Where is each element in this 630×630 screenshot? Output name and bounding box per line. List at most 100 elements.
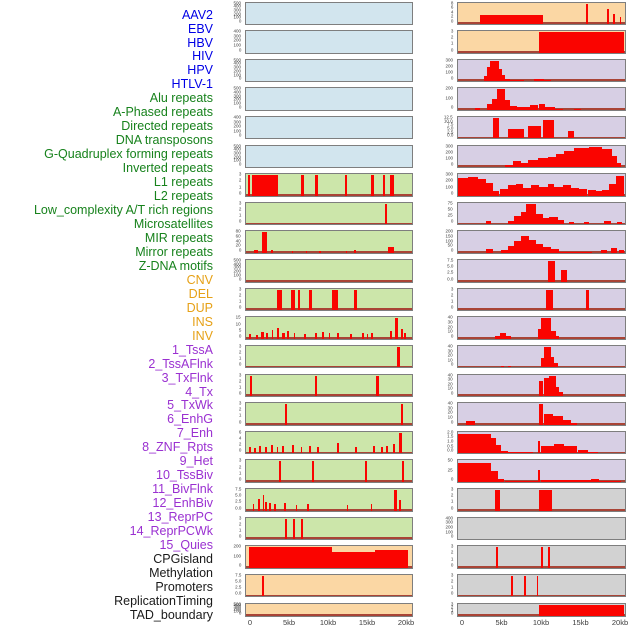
x-tick-label: 0 [459,617,465,627]
signal-baseline [246,308,412,311]
y-tick-label: 100 [445,529,453,535]
signal-bar [560,270,568,282]
signal-bar [249,547,332,568]
y-tick-label: 400 [233,4,241,9]
y-tick-label: 0 [450,162,453,167]
y-axis-ticks: 15 10 5 0 [215,316,243,340]
track-label: AAV2 [181,7,213,22]
signal-baseline [246,451,412,454]
track-panel [457,87,626,111]
signal-bar [328,332,331,339]
signal-bar [492,117,500,139]
signal-bar [537,157,548,168]
signal-bar [492,190,500,196]
signal-bar [617,222,623,225]
y-tick-label: 10 [447,358,453,363]
y-tick-label: 10 [447,329,453,334]
signal-baseline [246,279,412,282]
track-label: HPV [187,63,213,78]
x-axis-left: 0 5kb 10kb 15kb 20kb [0,618,630,630]
signal-bar [554,444,565,454]
signal-baseline [246,613,412,616]
y-tick-label: 300 [233,8,241,13]
signal-bar [544,377,550,397]
signal-bar [308,289,312,311]
y-tick-label: 100 [233,101,241,106]
track-panel [245,430,413,455]
signal-bar [259,446,262,454]
signal-bar [373,446,375,454]
y-tick-label: 5.0 [446,264,453,270]
signal-bar [371,332,374,339]
signal-bar [458,434,492,454]
signal-bar [295,505,297,511]
signal-bar [392,444,396,454]
x-tick-label: 15kb [572,617,589,627]
signal-bar [584,221,590,225]
y-tick-label: 2 [238,407,241,413]
signal-bar [387,247,395,253]
y-tick-label: 300 [445,520,453,526]
y-tick-label: 50 [447,207,453,212]
x-axis-right: 0 5kb 10kb 15kb 20kb [0,618,630,630]
signal-bar [261,575,265,597]
signal-bar [562,419,571,425]
track-label: 6_EnhG [167,412,213,427]
signal-bar [301,518,304,540]
y-tick-label: 3 [238,458,241,464]
track-panel [457,545,626,569]
signal-bar [483,76,487,82]
x-tick-label: 15kb [358,617,376,627]
x-tick-label: 20kb [611,617,629,627]
y-tick-label: 40 [447,372,453,378]
track-label: Alu repeats [149,91,213,106]
y-axis-ticks: 500 400 300 200 100 0 [215,58,243,83]
signal-bar [613,13,615,24]
signal-bar [559,251,593,253]
signal-bar [381,447,383,454]
signal-bar [274,504,276,511]
y-tick-label: 0.0 [234,505,241,511]
signal-bar [291,289,295,311]
signal-bar [364,461,368,482]
track-panel [245,402,413,426]
track-panel [245,344,413,369]
track-panel [457,602,626,617]
y-tick-label: 12.5 [444,115,453,120]
signal-bar [306,251,308,253]
signal-bar [249,447,252,454]
track-label: Z-DNA motifs [138,258,213,273]
signal-bar [279,461,282,482]
y-tick-label: 0 [450,610,453,616]
y-tick-label: 3 [450,29,453,34]
signal-bar [541,480,591,482]
signal-bar [526,203,537,225]
y-tick-label: 300 [233,65,241,70]
signal-bar [370,504,373,511]
track-label: L1 repeats [153,175,213,190]
signal-bar [404,332,407,339]
signal-bar [534,79,545,82]
y-tick-label: 0 [238,334,241,339]
signal-bar [587,451,598,454]
y-tick-label: 300 [233,265,241,271]
signal-bar [585,3,588,24]
track-panel [245,602,413,617]
signal-bar [551,330,556,339]
y-tick-label: 300 [233,605,241,610]
y-tick-label: 1 [238,356,241,361]
y-tick-label: 3 [450,601,453,607]
signal-bar [466,420,475,425]
signal-baseline [246,251,412,253]
y-tick-label: 15 [235,315,241,321]
y-axis-ticks: 12.5 10.0 7.5 5.0 2.5 0.0 [427,115,455,140]
track-panel [245,259,413,283]
y-tick-label: 40 [235,239,241,244]
y-tick-label: 0 [238,19,241,24]
